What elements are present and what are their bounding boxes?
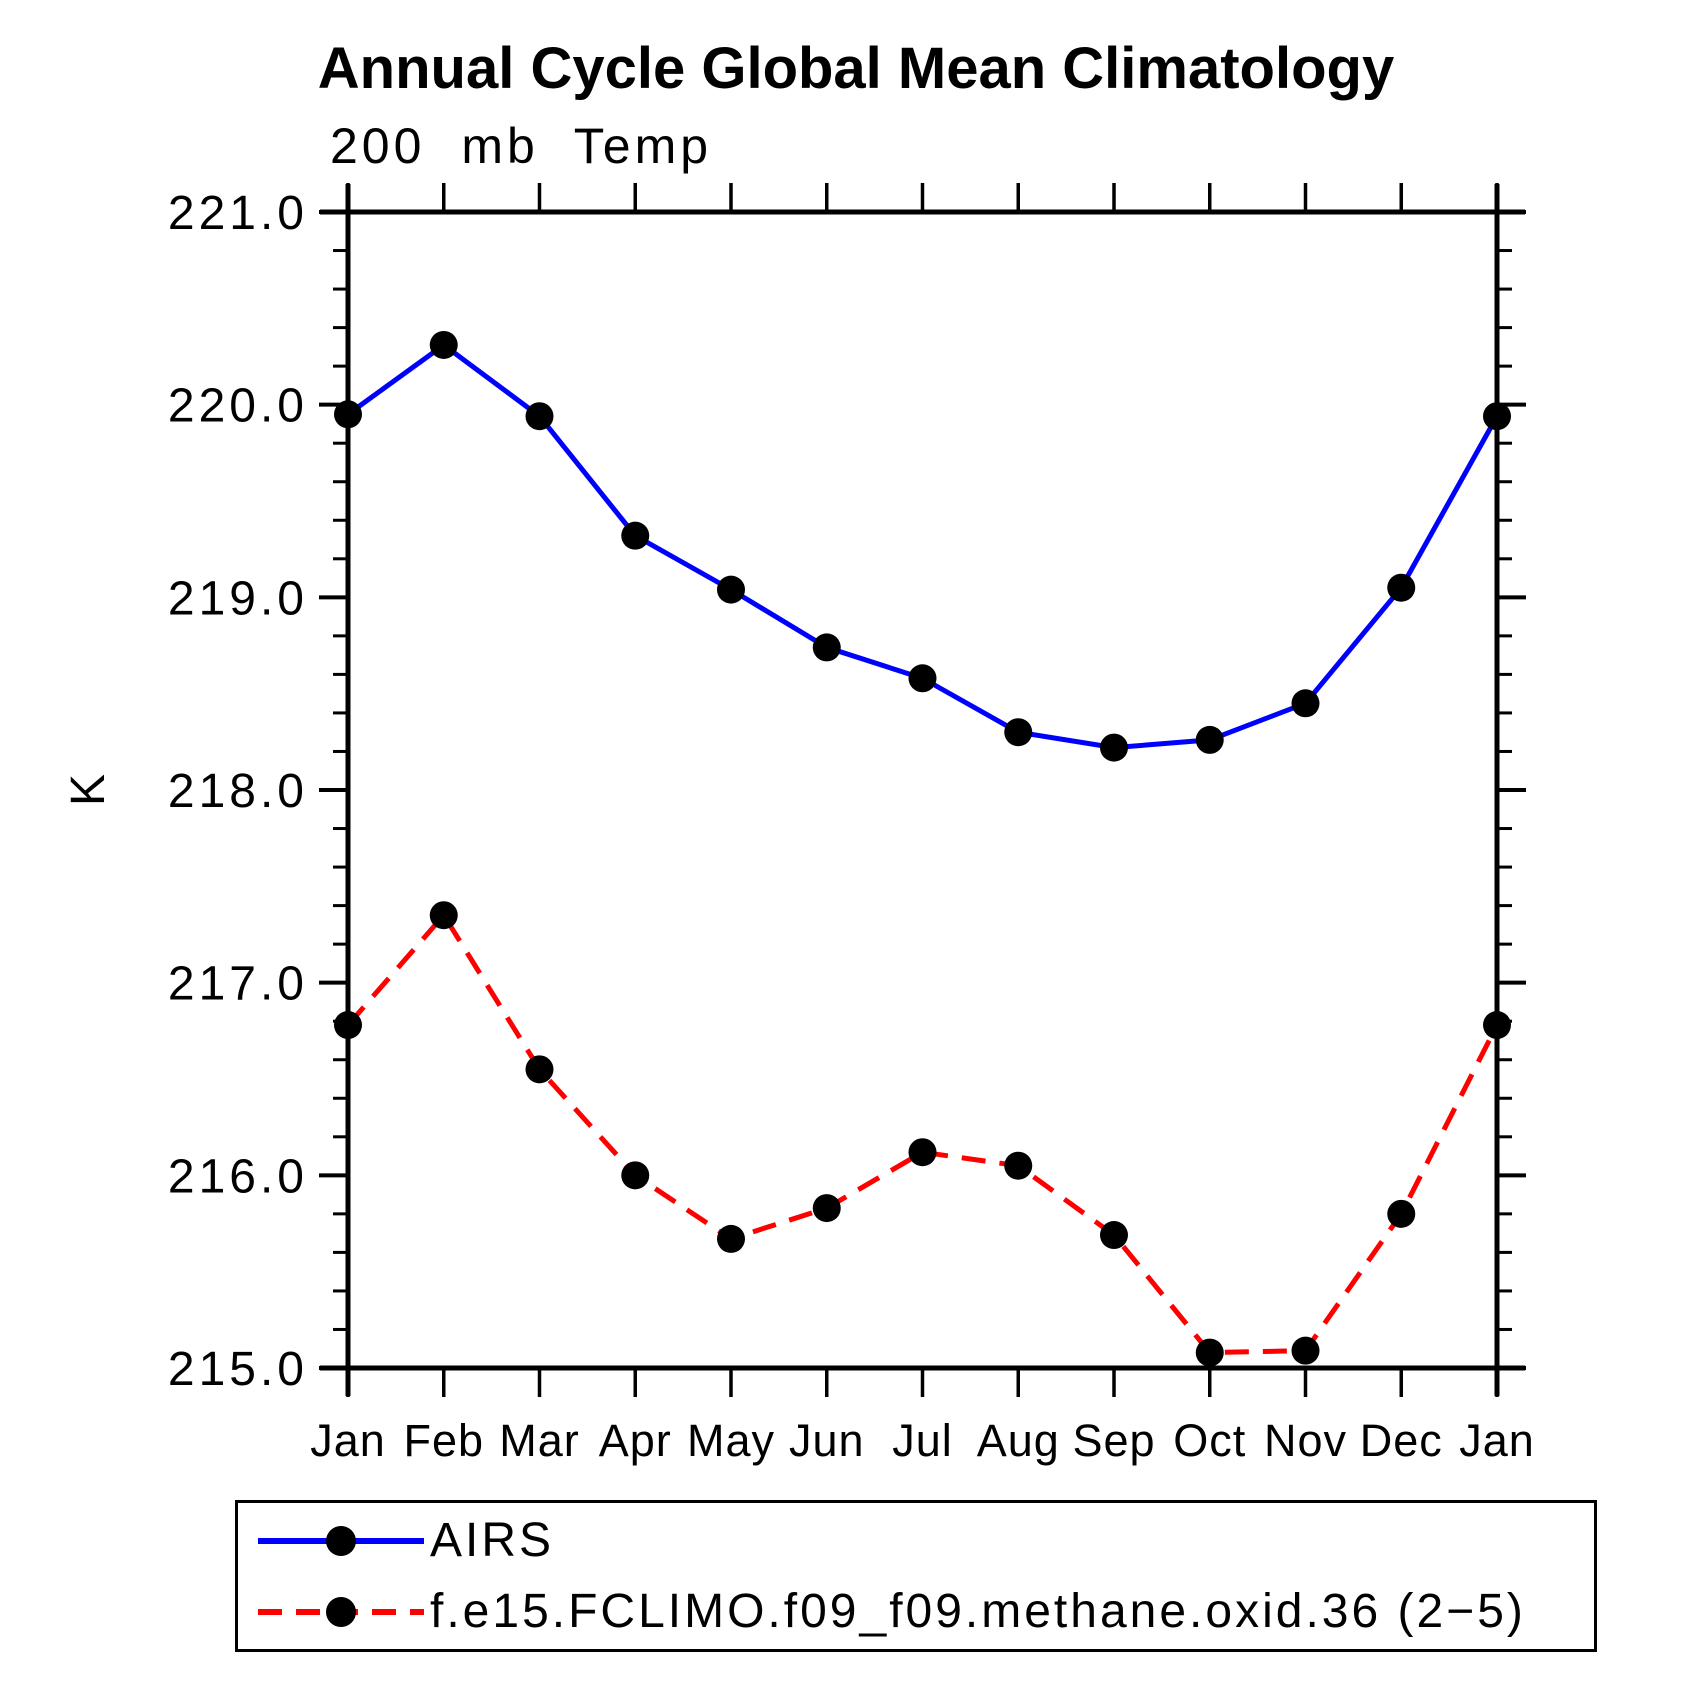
chart-title: Annual Cycle Global Mean Climatology	[318, 36, 1394, 101]
legend-solid-line-icon	[258, 1526, 424, 1556]
data-point	[1195, 1338, 1224, 1367]
data-point	[1004, 718, 1033, 747]
x-tick-label: Jan	[1459, 1415, 1535, 1466]
data-point	[908, 1138, 937, 1167]
legend-label-model: f.e15.FCLIMO.f09_f09.methane.oxid.36 (2−…	[430, 1585, 1526, 1638]
data-point	[717, 1224, 745, 1253]
legend-item-model: f.e15.FCLIMO.f09_f09.methane.oxid.36 (2−…	[256, 1585, 1526, 1638]
x-tick-label: Apr	[599, 1415, 672, 1466]
data-point	[1195, 725, 1224, 754]
chart-subtitle: 200 mb Temp	[330, 118, 712, 174]
x-tick-label: Oct	[1173, 1415, 1246, 1466]
legend-dashed-line-icon	[258, 1597, 424, 1627]
data-point	[1100, 733, 1128, 762]
data-point	[621, 1161, 650, 1190]
x-tick-label: Nov	[1264, 1415, 1347, 1466]
data-point	[1004, 1151, 1033, 1180]
data-point	[621, 521, 650, 550]
data-point	[717, 575, 745, 604]
data-point	[429, 330, 458, 359]
data-point	[1291, 1336, 1320, 1365]
y-tick-label: 217.0	[168, 958, 308, 1011]
axes-frame: Jan Feb Mar Apr May Jun Jul Aug Sep Oct Nov Dec Jan2…	[168, 183, 1535, 1466]
data-point	[429, 901, 458, 930]
data-point	[525, 1055, 554, 1084]
data-point	[334, 400, 362, 429]
x-tick-label: Mar	[499, 1415, 580, 1466]
y-tick-label: 216.0	[168, 1150, 308, 1203]
data-point	[1100, 1221, 1128, 1250]
data-point	[812, 633, 841, 662]
legend-label-airs: AIRS	[430, 1514, 555, 1567]
x-tick-label: Dec	[1360, 1415, 1443, 1466]
data-point	[1483, 402, 1511, 431]
data-point	[812, 1194, 841, 1223]
y-tick-label: 219.0	[168, 572, 308, 625]
series-line-model	[346, 911, 1500, 1356]
x-tick-label: Jun	[789, 1415, 865, 1466]
plot-series	[334, 330, 1511, 1367]
x-tick-label: Jan	[310, 1415, 386, 1466]
data-point	[908, 664, 937, 693]
y-axis-unit-label: K	[62, 774, 115, 806]
x-tick-label: Jul	[892, 1415, 953, 1466]
y-tick-label: 218.0	[168, 765, 308, 818]
y-tick-label: 220.0	[168, 380, 308, 433]
x-tick-label: Aug	[977, 1415, 1060, 1466]
y-tick-label: 221.0	[168, 187, 308, 240]
x-tick-label: Sep	[1072, 1415, 1155, 1466]
data-point	[1387, 1199, 1416, 1228]
x-tick-label: Feb	[403, 1415, 484, 1466]
legend-box: AIRS f.e15.FCLIMO.f09_f09.methane.oxid.3…	[235, 1500, 1597, 1652]
data-point	[525, 402, 554, 431]
x-tick-label: May	[687, 1415, 775, 1466]
data-point	[1387, 573, 1416, 602]
data-point	[334, 1011, 362, 1040]
data-point	[1483, 1011, 1511, 1040]
y-tick-label: 215.0	[168, 1343, 308, 1396]
legend-item-airs: AIRS	[256, 1514, 555, 1567]
data-point	[1291, 689, 1320, 718]
